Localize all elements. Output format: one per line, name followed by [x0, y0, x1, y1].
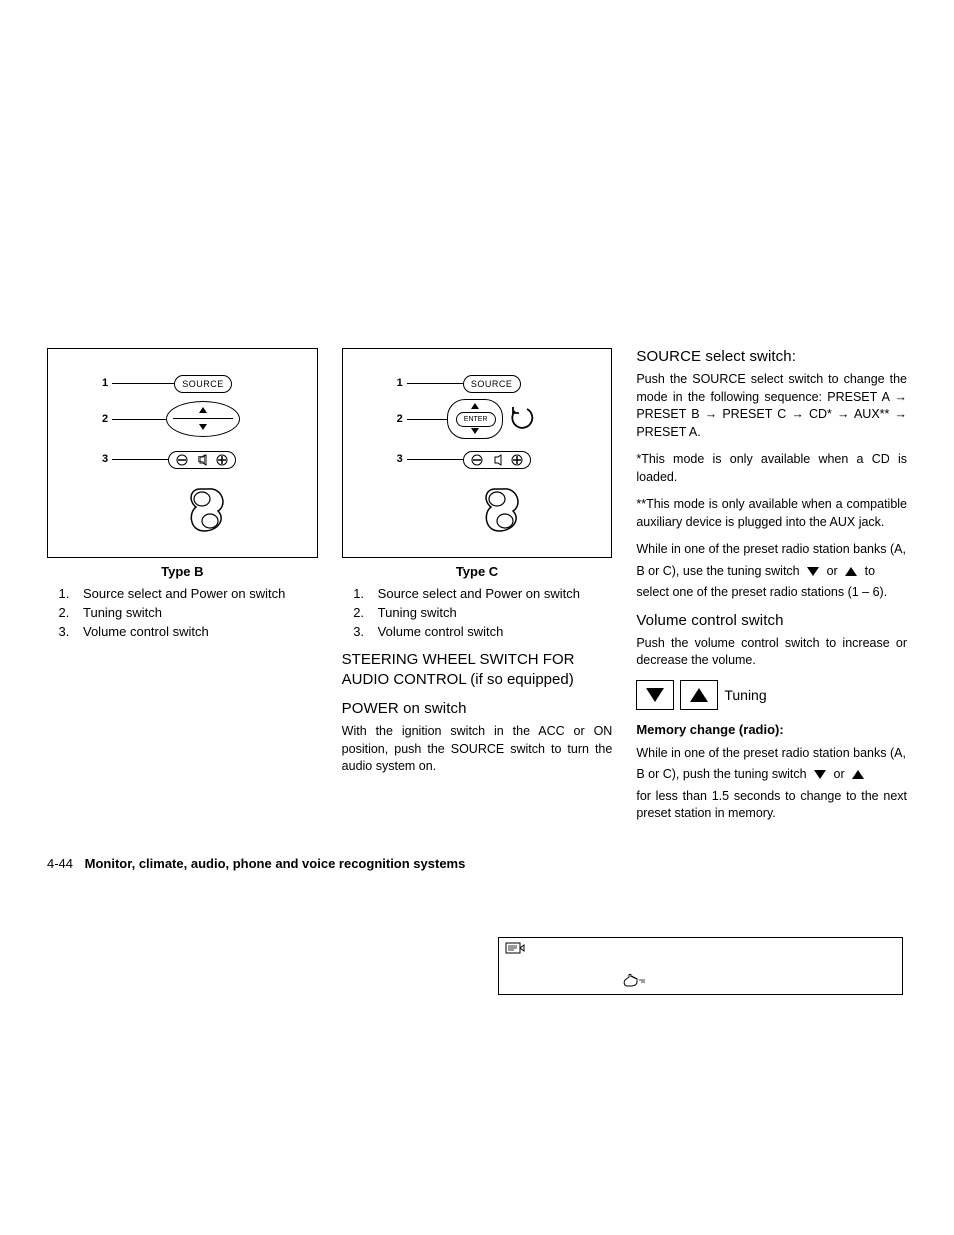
heading-memory: Memory change (radio): [636, 722, 907, 737]
figure-label-b: Type B [47, 564, 318, 579]
callout-num-1: 1 [102, 377, 108, 389]
blank-buttons-icon [481, 483, 529, 539]
page-footer: 4-44 Monitor, climate, audio, phone and … [47, 856, 465, 871]
page: 1 SOURCE 2 3 [0, 0, 954, 1235]
callout-num-2: 2 [397, 413, 403, 425]
down-triangle-icon [807, 567, 819, 576]
column-source: SOURCE select switch: Push the SOURCE se… [636, 348, 907, 833]
column-type-b: 1 SOURCE 2 3 [47, 348, 318, 833]
tuning-down-box [636, 680, 674, 710]
content-columns: 1 SOURCE 2 3 [47, 348, 907, 833]
callout-num-3: 3 [102, 453, 108, 465]
figure-type-b: 1 SOURCE 2 3 [47, 348, 318, 558]
down-triangle-icon [646, 688, 664, 702]
body-text: With the ignition switch in the ACC or O… [342, 723, 613, 776]
list-item: Tuning switch [368, 604, 613, 623]
leader-line [407, 383, 463, 384]
list-item: Tuning switch [73, 604, 318, 623]
callout-list-c: Source select and Power on switch Tuning… [342, 585, 613, 642]
body-text: While in one of the preset radio station… [636, 745, 907, 763]
callout-num-2: 2 [102, 413, 108, 425]
list-item: Volume control switch [368, 623, 613, 642]
figure-label-c: Type C [342, 564, 613, 579]
text-fragment: B or C), push the tuning switch [636, 767, 810, 781]
callout-num-1: 1 [397, 377, 403, 389]
callout-num-3: 3 [397, 453, 403, 465]
heading-volume: Volume control switch [636, 612, 907, 629]
body-text-with-icons: B or C), use the tuning switch or to [636, 563, 907, 581]
annotation-box [498, 937, 903, 995]
leader-line [112, 383, 174, 384]
note-icon [505, 942, 525, 956]
list-item: Source select and Power on switch [368, 585, 613, 604]
down-triangle-icon [814, 770, 826, 779]
body-text: While in one of the preset radio station… [636, 541, 907, 559]
tuning-up-box [680, 680, 718, 710]
heading-steering: STEERING WHEEL SWITCH FOR AUDIO CONTROL … [342, 650, 613, 691]
body-text: select one of the preset radio stations … [636, 584, 907, 602]
source-button: SOURCE [174, 375, 232, 393]
volume-rocker [463, 451, 531, 469]
leader-line [407, 419, 447, 420]
callout-list-b: Source select and Power on switch Tuning… [47, 585, 318, 642]
figure-type-c: 1 SOURCE 2 ENTER 3 [342, 348, 613, 558]
list-item: Volume control switch [73, 623, 318, 642]
body-text: Push the SOURCE select switch to change … [636, 371, 907, 441]
up-triangle-icon [852, 770, 864, 779]
body-text: *This mode is only available when a CD i… [636, 451, 907, 486]
text-fragment: or [827, 564, 842, 578]
blank-buttons-icon [186, 483, 234, 539]
body-text-with-icons: B or C), push the tuning switch or [636, 766, 907, 784]
text-fragment: to [865, 564, 875, 578]
body-text: **This mode is only available when a com… [636, 496, 907, 531]
page-number: 4-44 [47, 856, 73, 871]
enter-oval: ENTER [447, 399, 503, 439]
up-triangle-icon [845, 567, 857, 576]
volume-rocker [168, 451, 236, 469]
tuning-label: Tuning [724, 687, 766, 703]
tuning-icon-row: Tuning [636, 680, 907, 710]
list-item: Source select and Power on switch [73, 585, 318, 604]
tuning-oval [166, 401, 240, 437]
section-title: Monitor, climate, audio, phone and voice… [85, 856, 466, 871]
text-fragment: B or C), use the tuning switch [636, 564, 803, 578]
leader-line [112, 419, 166, 420]
leader-line [112, 459, 168, 460]
body-text: Push the volume control switch to increa… [636, 635, 907, 670]
leader-line [407, 459, 463, 460]
heading-source: SOURCE select switch: [636, 348, 907, 365]
back-icon [507, 403, 537, 433]
source-button: SOURCE [463, 375, 521, 393]
enter-label: ENTER [456, 412, 496, 427]
heading-power: POWER on switch [342, 700, 613, 717]
body-text: for less than 1.5 seconds to change to t… [636, 788, 907, 823]
column-type-c: 1 SOURCE 2 ENTER 3 [342, 348, 613, 833]
text-fragment: or [834, 767, 849, 781]
up-triangle-icon [690, 688, 708, 702]
hand-icon [621, 972, 647, 988]
